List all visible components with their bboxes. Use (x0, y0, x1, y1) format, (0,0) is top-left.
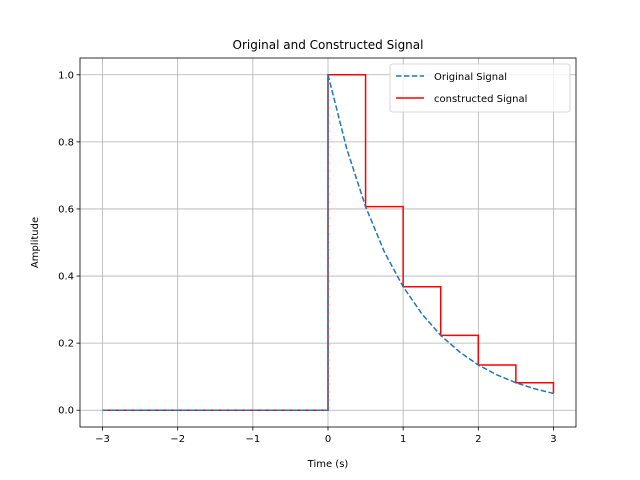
ticks: −3 −2 −1 0 1 2 3 0.0 0.2 0.4 0.6 0.8 1.0 (58, 70, 557, 445)
legend-entry-label: Original Signal (434, 72, 507, 83)
legend: Original Signal constructed Signal (389, 63, 571, 113)
y-tick-label: 0.2 (58, 339, 74, 350)
y-tick-label: 0.8 (58, 137, 74, 148)
y-tick-label: 0.0 (58, 406, 74, 417)
chart-title: Original and Constructed Signal (233, 38, 424, 52)
x-tick-label: −1 (245, 434, 260, 445)
y-tick-label: 0.6 (58, 204, 74, 215)
legend-entry-label: constructed Signal (434, 94, 527, 105)
x-tick-label: −3 (95, 434, 110, 445)
y-axis-label: Amplitude (30, 217, 41, 268)
x-tick-label: 0 (325, 434, 331, 445)
y-tick-label: 0.4 (58, 272, 74, 283)
series-line-constructed-signal (102, 74, 555, 411)
x-axis-label: Time (s) (307, 459, 349, 470)
series-group (102, 74, 555, 411)
x-tick-label: −2 (170, 434, 185, 445)
x-tick-label: 1 (400, 434, 406, 445)
x-tick-label: 2 (475, 434, 481, 445)
x-tick-label: 3 (550, 434, 556, 445)
y-tick-label: 1.0 (58, 70, 74, 81)
series-line-original-signal (102, 74, 554, 411)
legend-box (389, 63, 571, 113)
